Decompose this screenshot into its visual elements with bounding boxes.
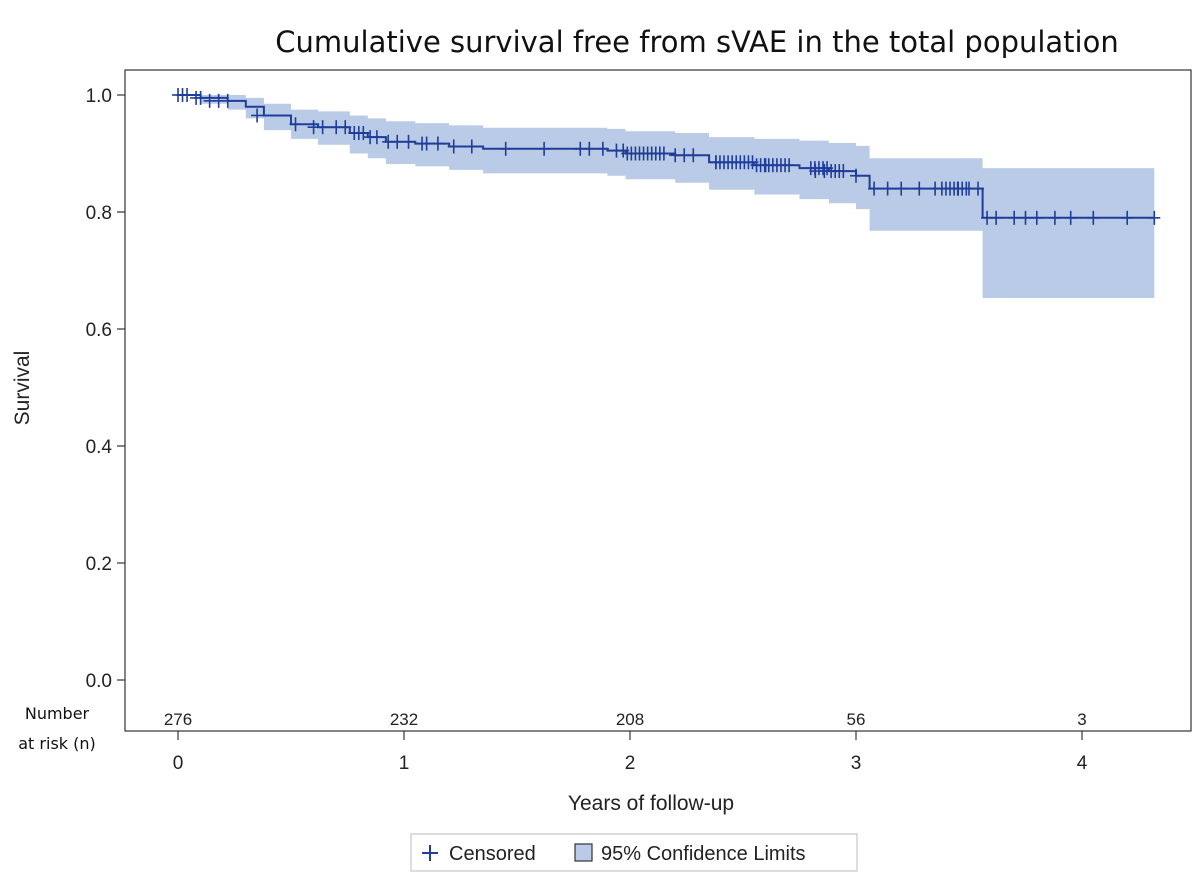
legend-box <box>410 833 858 872</box>
censored-marker <box>420 136 433 151</box>
censored-marker <box>181 88 194 102</box>
x-tick-label: 1 <box>399 753 410 774</box>
censored-markers-layer <box>172 88 1161 225</box>
censored-marker <box>1008 210 1021 225</box>
y-axis-title: Survival <box>11 351 34 426</box>
censored-marker <box>391 134 404 149</box>
number-at-risk-row: 276 232 208 56 3 <box>164 710 1087 729</box>
censored-marker <box>990 210 1003 225</box>
censored-marker <box>538 141 551 156</box>
y-tick-label: 0.2 <box>86 554 112 575</box>
censored-marker <box>850 168 862 183</box>
censored-marker <box>1019 210 1032 225</box>
chart-title: Cumulative survival free from sVAE in th… <box>275 25 1118 59</box>
y-tick-label: 0.0 <box>86 671 112 692</box>
x-axis-title: Years of follow-up <box>568 792 734 815</box>
censored-marker <box>289 117 302 132</box>
risk-label-line2: at risk (n) <box>18 734 96 753</box>
censored-marker <box>1048 210 1061 225</box>
censored-marker <box>881 181 894 196</box>
y-tick-label: 0.4 <box>86 437 113 458</box>
censored-marker <box>431 136 444 151</box>
risk-count: 3 <box>1077 710 1086 729</box>
legend-censored-label: Censored <box>449 843 536 865</box>
x-tick-label: 2 <box>625 753 636 774</box>
censored-marker <box>895 181 908 196</box>
censored-marker <box>221 93 234 108</box>
risk-count: 276 <box>164 710 192 729</box>
legend-censored-plus-icon <box>422 845 438 861</box>
x-axis: 0 1 2 3 4 <box>173 731 1088 774</box>
censored-marker <box>687 148 700 163</box>
x-tick-label: 4 <box>1077 753 1088 774</box>
censored-marker <box>972 181 985 196</box>
censored-marker <box>357 126 370 141</box>
censored-marker <box>657 146 670 161</box>
confidence-band-layer <box>178 95 1155 298</box>
risk-count: 208 <box>616 710 644 729</box>
censored-marker <box>913 181 926 196</box>
censored-marker <box>583 141 596 156</box>
confidence-band <box>178 95 1155 298</box>
plot-frame <box>124 69 1192 732</box>
censored-marker <box>499 141 512 156</box>
risk-count: 56 <box>847 710 866 729</box>
censored-marker <box>1064 210 1077 225</box>
x-tick-label: 3 <box>851 753 862 774</box>
censored-marker <box>596 141 609 156</box>
censored-marker <box>1030 210 1043 225</box>
censored-marker <box>1148 210 1161 225</box>
legend: Censored 95% Confidence Limits <box>410 833 858 872</box>
censored-marker <box>783 158 796 173</box>
legend-ci-label: 95% Confidence Limits <box>601 843 806 865</box>
censored-marker <box>1121 210 1134 225</box>
risk-label-line1: Number <box>25 704 90 723</box>
censored-marker <box>447 139 460 154</box>
censored-marker <box>370 130 383 145</box>
risk-count: 232 <box>390 710 418 729</box>
censored-marker <box>316 120 329 135</box>
legend-ci-square-icon <box>574 843 593 862</box>
censored-marker <box>194 90 207 105</box>
censored-marker <box>402 134 415 149</box>
y-tick-label: 0.6 <box>86 320 112 341</box>
censored-marker <box>868 181 881 196</box>
censored-marker <box>1087 210 1100 225</box>
censored-marker <box>960 181 973 196</box>
censored-marker <box>465 139 478 154</box>
x-tick-label: 0 <box>173 753 184 774</box>
censored-marker <box>837 164 850 179</box>
y-axis: 0.0 0.2 0.4 0.6 0.8 1.0 <box>86 86 125 692</box>
censored-marker <box>251 108 264 123</box>
censored-marker <box>339 120 352 135</box>
y-tick-label: 0.8 <box>86 203 112 224</box>
y-tick-label: 1.0 <box>86 86 112 107</box>
